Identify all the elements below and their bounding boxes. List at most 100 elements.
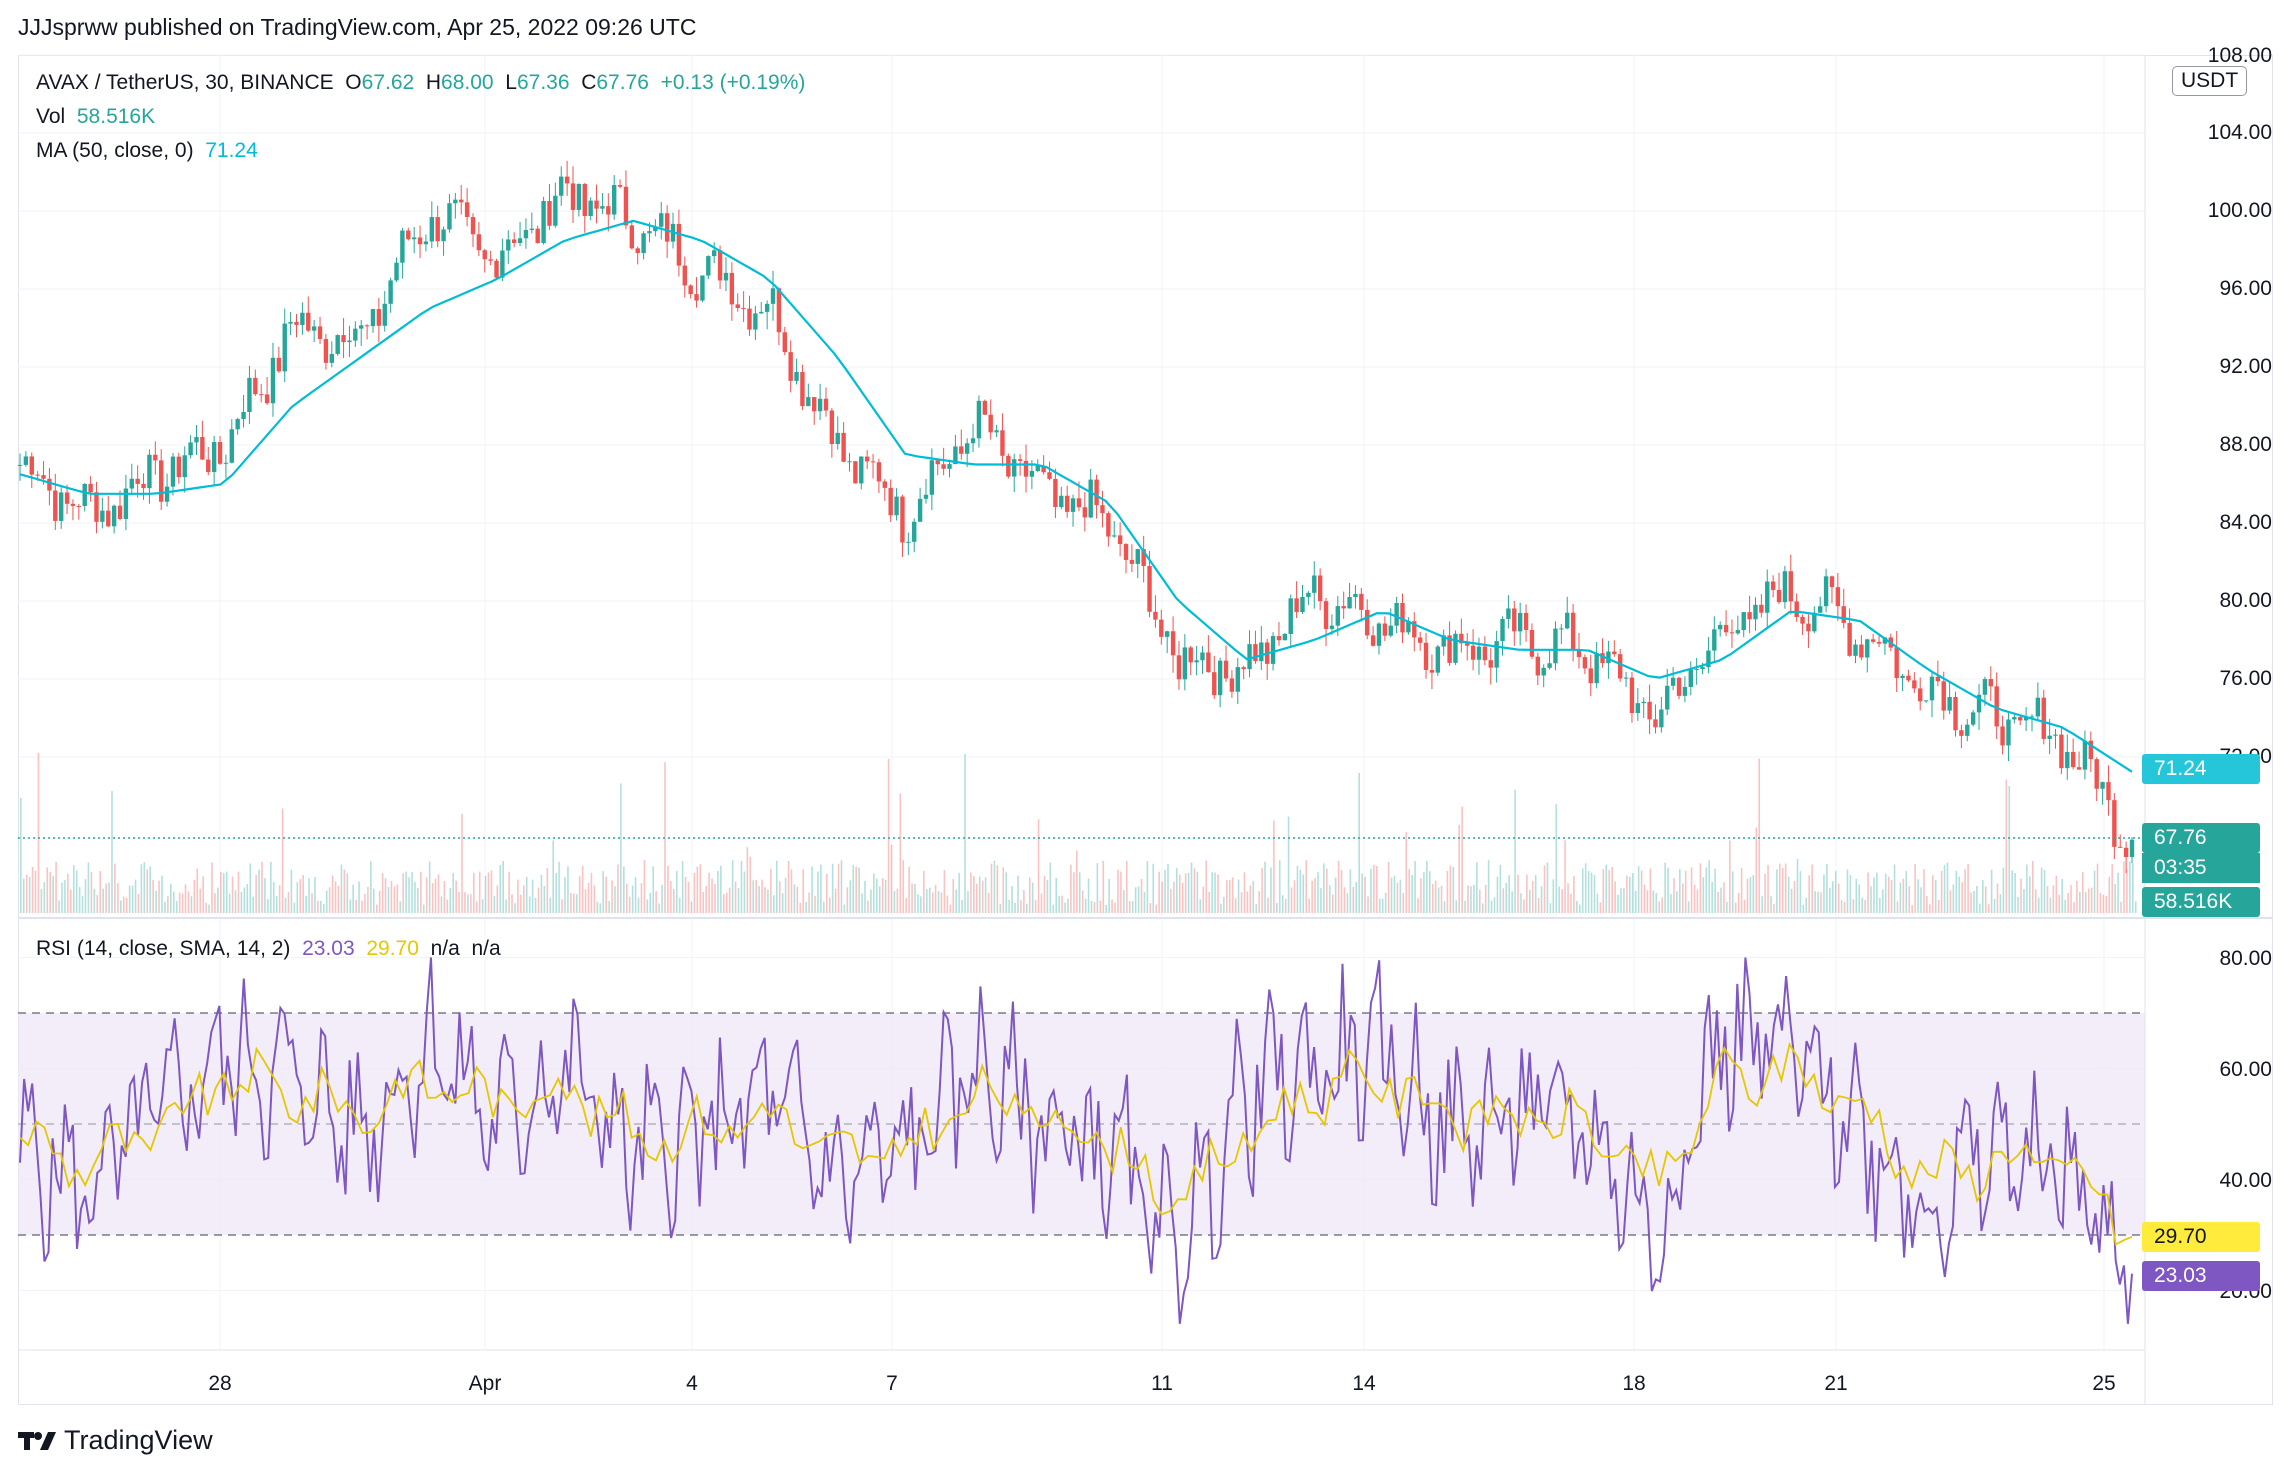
candle-body bbox=[2000, 726, 2005, 746]
candle-body bbox=[1788, 571, 1793, 602]
volume-bar bbox=[1184, 873, 1187, 913]
volume-bar bbox=[505, 899, 507, 913]
candle-body bbox=[688, 285, 693, 295]
volume-bar bbox=[184, 884, 187, 913]
volume-bar bbox=[72, 865, 75, 913]
volume-bar bbox=[1546, 862, 1549, 913]
volume-bar bbox=[484, 875, 487, 913]
currency-button[interactable]: USDT bbox=[2172, 66, 2248, 96]
candle-body bbox=[1441, 635, 1446, 647]
volume-bar bbox=[290, 869, 293, 913]
volume-bar bbox=[1470, 886, 1472, 913]
candle-body bbox=[559, 176, 564, 196]
volume-bar bbox=[2090, 887, 2093, 913]
candle-body bbox=[217, 442, 223, 464]
volume-bar bbox=[1311, 880, 1313, 913]
volume-bar bbox=[546, 868, 549, 913]
candle-body bbox=[841, 432, 846, 462]
volume-bar bbox=[1602, 869, 1605, 913]
volume-bar bbox=[2120, 901, 2122, 913]
volume-bar bbox=[1605, 864, 1608, 913]
volume-bar bbox=[328, 887, 331, 913]
volume-bar bbox=[1423, 872, 1425, 913]
candle-body bbox=[1376, 623, 1382, 646]
volume-bar bbox=[1917, 879, 1919, 913]
candle-body bbox=[1959, 730, 1964, 736]
candle-body bbox=[1570, 612, 1576, 650]
volume-bar bbox=[1961, 882, 1963, 913]
volume-bar bbox=[1831, 881, 1834, 913]
volume-bar bbox=[75, 870, 78, 913]
volume-bar bbox=[705, 886, 707, 913]
volume-bar bbox=[1376, 866, 1378, 913]
candle-body bbox=[1941, 681, 1946, 711]
legend-o-label: O bbox=[345, 71, 362, 94]
tradingview-logo[interactable]: TradingView bbox=[18, 1425, 213, 1456]
volume-bar bbox=[1543, 865, 1546, 913]
volume-bar bbox=[667, 865, 669, 913]
volume-bar bbox=[893, 890, 896, 913]
candle-body bbox=[953, 446, 958, 465]
volume-bar bbox=[1473, 884, 1475, 913]
volume-bar bbox=[799, 902, 802, 913]
candle-body bbox=[2112, 800, 2117, 847]
candle-body bbox=[1088, 479, 1093, 518]
candle-body bbox=[700, 275, 705, 301]
candle-body bbox=[2053, 734, 2058, 736]
volume-bar bbox=[1108, 879, 1110, 913]
volume-bar bbox=[617, 864, 619, 913]
volume-bar bbox=[1490, 900, 1493, 913]
volume-bar bbox=[1078, 872, 1081, 913]
candle-body bbox=[47, 478, 52, 491]
candle-body bbox=[1582, 657, 1588, 669]
volume-bar bbox=[905, 897, 907, 913]
candle-body bbox=[1235, 667, 1240, 692]
volume-bar bbox=[1584, 863, 1587, 913]
volume-bar bbox=[817, 871, 819, 913]
candle-body bbox=[1670, 677, 1676, 686]
candle-body bbox=[370, 309, 376, 327]
volume-bar bbox=[175, 900, 178, 913]
candle-body bbox=[1206, 652, 1211, 673]
candle-body bbox=[617, 185, 623, 187]
volume-bar bbox=[558, 861, 560, 913]
volume-bar bbox=[1984, 886, 1987, 913]
volume-bar bbox=[917, 894, 919, 913]
volume-bar bbox=[208, 904, 210, 913]
volume-bar bbox=[2040, 867, 2043, 913]
candle-body bbox=[394, 262, 399, 281]
candle-body bbox=[1188, 647, 1193, 663]
candle-body bbox=[488, 259, 493, 261]
candle-body bbox=[1994, 686, 1999, 727]
candle-body bbox=[2082, 740, 2088, 770]
volume-bar bbox=[1049, 862, 1052, 913]
time-axis: 28 Apr 4 7 11 14 18 21 25 bbox=[208, 1372, 2115, 1395]
candle-body bbox=[382, 303, 387, 326]
candle-body bbox=[1900, 675, 1905, 679]
volume-bar bbox=[1399, 879, 1402, 913]
volume-bar bbox=[717, 871, 719, 913]
volume-bars bbox=[20, 752, 2137, 913]
candle-body bbox=[2018, 717, 2023, 721]
volume-bar bbox=[984, 877, 987, 913]
volume-bar bbox=[675, 870, 678, 913]
candle-body bbox=[1076, 498, 1082, 508]
candle-body bbox=[417, 237, 423, 245]
volume-bar bbox=[1137, 886, 1140, 913]
candle-body bbox=[41, 475, 46, 479]
volume-bar bbox=[343, 869, 346, 913]
volume-bar bbox=[1652, 890, 1655, 913]
volume-bar bbox=[949, 904, 952, 913]
volume-bar bbox=[734, 881, 737, 913]
volume-bar bbox=[981, 880, 984, 913]
volume-bar bbox=[1390, 877, 1393, 913]
candle-body bbox=[1406, 621, 1411, 633]
volume-bar bbox=[887, 758, 890, 913]
volume-bar bbox=[1070, 864, 1072, 913]
volume-bar bbox=[631, 885, 634, 913]
candle-body bbox=[729, 272, 735, 305]
volume-bar bbox=[1223, 896, 1225, 913]
volume-bar bbox=[1293, 880, 1296, 913]
volume-bar bbox=[537, 887, 540, 913]
